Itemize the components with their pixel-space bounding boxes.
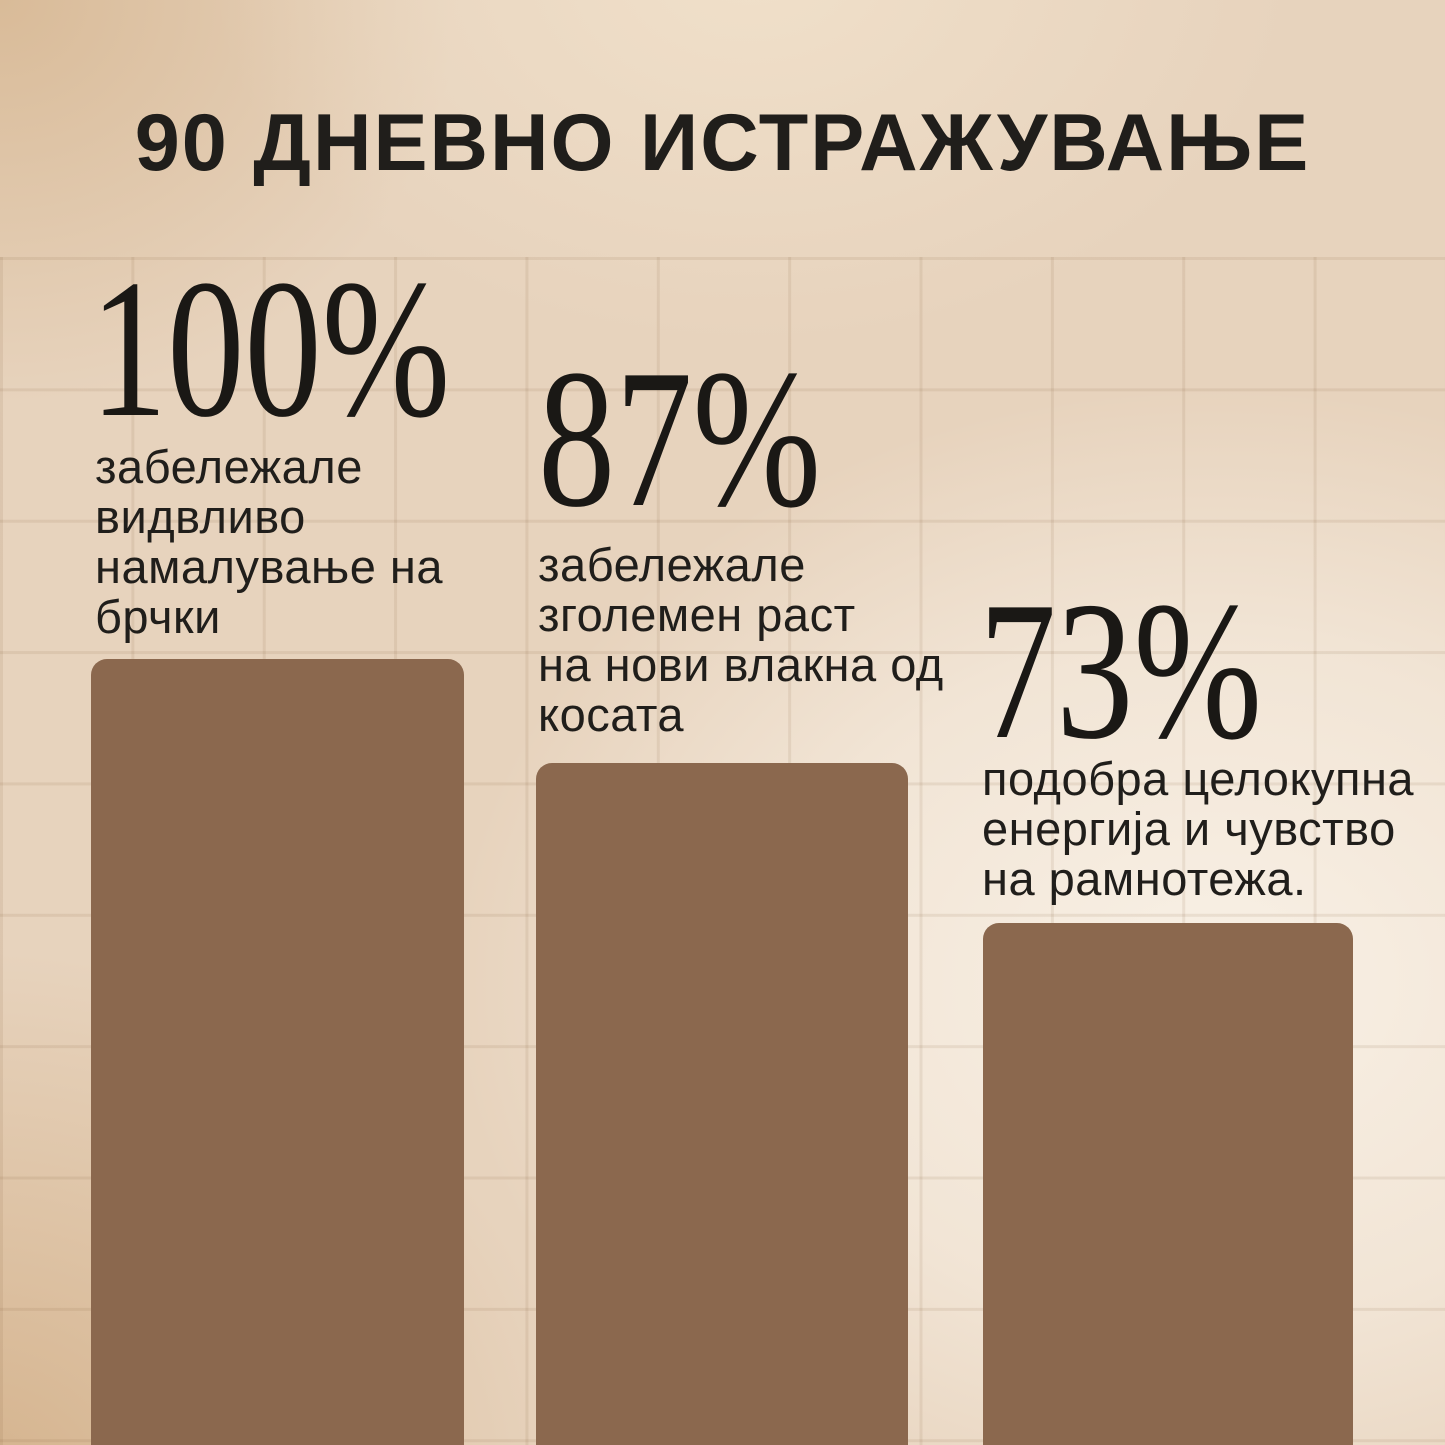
stat-value-1: 100% — [90, 239, 451, 458]
stat-value-2: 87% — [538, 329, 822, 548]
stat-value-3: 73% — [979, 561, 1263, 780]
bar-1 — [91, 659, 464, 1445]
stat-description-2: забележале зголемен раст на нови влакна … — [538, 538, 944, 741]
bar-2 — [536, 763, 908, 1445]
bar-3 — [983, 923, 1353, 1445]
chart-title: 90 ДНЕВНО ИСТРАЖУВАЊЕ — [134, 98, 1311, 188]
stat-description-3: подобра целокупна енергија и чувство на … — [982, 752, 1415, 905]
stat-description-1: забележале видвливо намалување на брчки — [95, 440, 444, 643]
